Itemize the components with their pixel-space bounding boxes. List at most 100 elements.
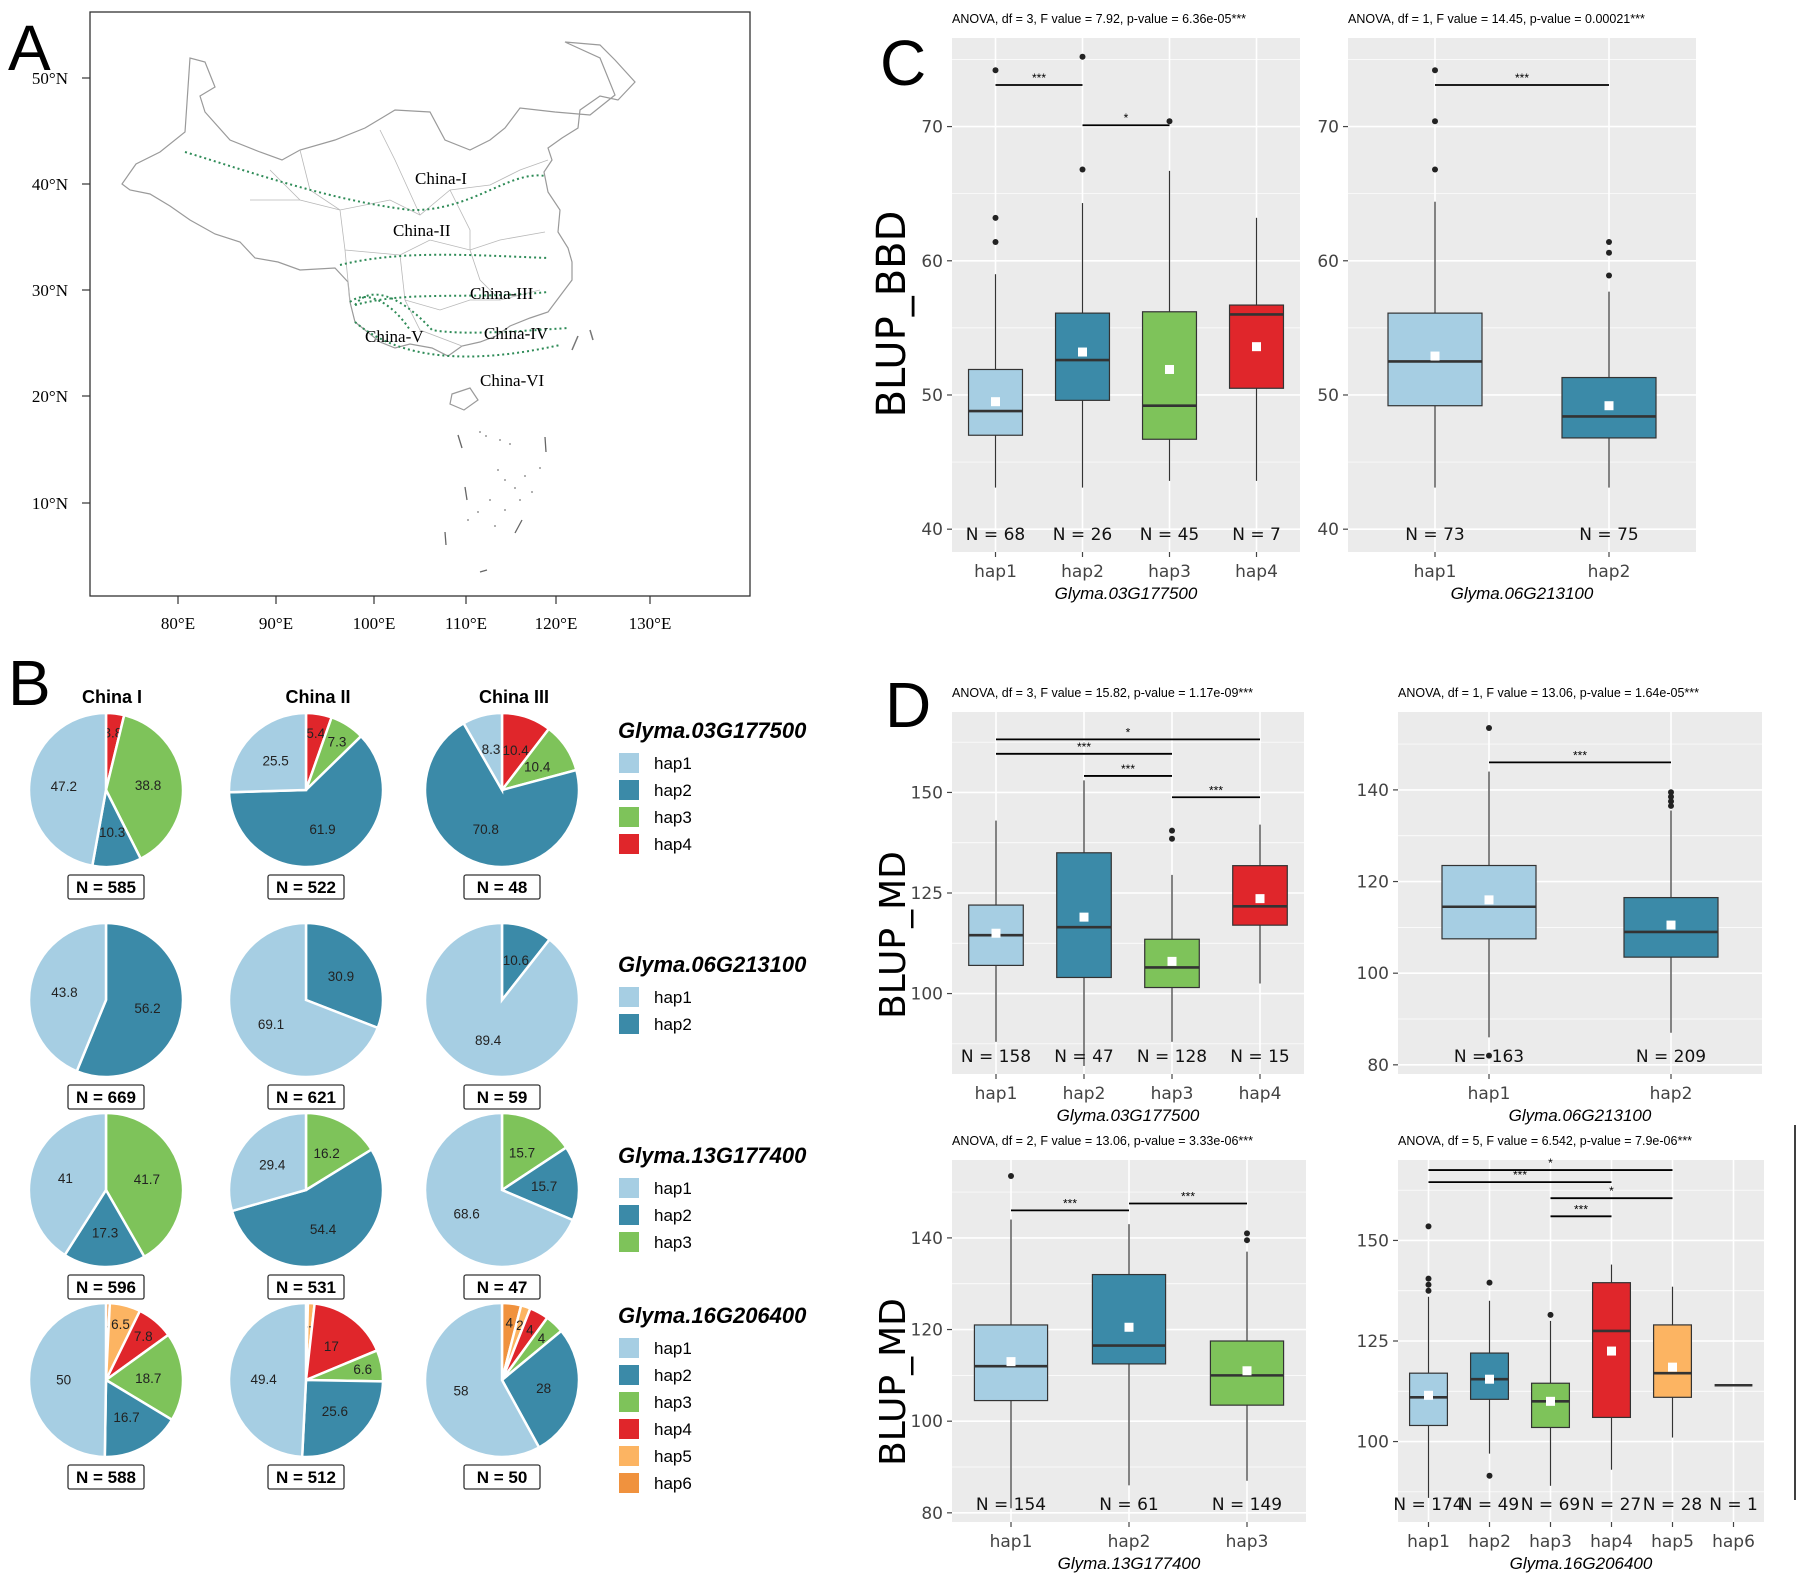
legend-key-hap2 [619, 1014, 639, 1034]
pie-slice-label: 50 [56, 1373, 71, 1388]
n-count-label: N = 49 [1460, 1495, 1519, 1515]
panel-letter-b: B [8, 647, 51, 719]
pie-n-box [67, 1274, 145, 1300]
box-mean-marker [1668, 1362, 1677, 1372]
significance-label: *** [1573, 748, 1587, 762]
legend-label: hap4 [654, 835, 692, 854]
pie-n-label: N = 59 [477, 1088, 528, 1107]
pie-slice-label: 30.9 [328, 969, 354, 984]
box-hap2 [1091, 1273, 1167, 1365]
lon-label: 90°E [259, 614, 293, 633]
pie-slice-hap1 [27, 921, 108, 1073]
panel-cd-boxplots: 40 50 60 70 N = 68 hap1 N = 26 hap2 N = 45 hap3 N … [869, 12, 1796, 1573]
legend-key-hap3 [619, 1392, 639, 1412]
pie-slice-hap1 [227, 711, 308, 794]
plot-background [1348, 38, 1696, 552]
pie-slice-hap4 [304, 1302, 379, 1382]
pie-slice-label: 10.6 [503, 953, 529, 968]
x-tick-label: hap3 [1151, 1084, 1194, 1104]
gene-legend-title: Glyma.13G177400 [618, 1143, 807, 1168]
anova-title: ANOVA, df = 3, F value = 15.82, p-value … [952, 686, 1253, 700]
legend-label: hap1 [654, 1179, 692, 1198]
box-hap5 [1652, 1324, 1693, 1398]
y-tick-label: 120 [1357, 873, 1389, 893]
pie-slice-label: 6.6 [353, 1362, 372, 1377]
box-hap3 [1530, 1382, 1571, 1429]
gene-legend-title: Glyma.06G213100 [618, 952, 807, 977]
pie-n-box [463, 1464, 541, 1490]
y-tick-label: 40 [921, 520, 943, 540]
significance-label: * [1548, 1156, 1553, 1170]
box-hap2 [1054, 312, 1111, 401]
pie-column-header: China I [82, 687, 142, 707]
pie-n-label: N = 669 [76, 1088, 136, 1107]
x-axis-gene-label: Glyma.03G177500 [1055, 584, 1198, 603]
lat-label: 20°N [32, 387, 68, 406]
n-count-label: N = 45 [1140, 525, 1199, 545]
n-count-label: N = 28 [1643, 1495, 1702, 1515]
legend-label: hap2 [654, 1206, 692, 1225]
box-outlier [1244, 1230, 1250, 1237]
panel-letter-c: C [880, 27, 926, 99]
y-tick-label: 80 [1367, 1056, 1389, 1076]
significance-label: *** [1515, 71, 1529, 85]
significance-label: *** [1077, 740, 1091, 754]
box-outlier [1432, 67, 1438, 74]
pie-slice-hap3 [103, 1333, 185, 1422]
lat-ticks [82, 77, 90, 504]
box-mean-marker [1242, 1366, 1252, 1376]
region-label: China-IV [484, 324, 549, 343]
pie-n-box [267, 874, 345, 900]
pie-n-label: N = 588 [76, 1468, 136, 1487]
n-count-label: N = 209 [1636, 1047, 1706, 1067]
pie-slice-label: 47.2 [51, 779, 77, 794]
x-tick-label: hap6 [1712, 1532, 1755, 1552]
box-mean-marker [991, 397, 1000, 407]
y-axis-label: BLUP_BBD [869, 211, 915, 418]
pie-slice-label: 2 [516, 1318, 524, 1333]
x-tick-label: hap3 [1226, 1532, 1269, 1552]
boxplot-2: 40 50 60 70 N = 73 hap1 N = 75 hap2 *** ANOVA, df… [1317, 12, 1696, 603]
pie-slice-label: 61.9 [309, 822, 335, 837]
pie-n-box [67, 1464, 145, 1490]
pie-slice-label: 41.7 [134, 1172, 160, 1187]
pie-n-box [67, 1084, 145, 1110]
region-label: China-V [365, 327, 424, 346]
significance-label: *** [1574, 1202, 1588, 1216]
province-lines [250, 129, 549, 347]
pie-slice-label: 17 [324, 1339, 339, 1354]
pie-slice-label: 89.4 [475, 1033, 502, 1048]
box-hap3 [1141, 311, 1198, 440]
n-count-label: N = 7 [1232, 525, 1281, 545]
box-outlier [1606, 238, 1612, 245]
y-tick-label: 40 [1317, 520, 1339, 540]
boxplot-5: 80 100 120 140 N = 154 hap1 N = 61 hap2 N = 149 h… [873, 1134, 1306, 1573]
n-count-label: N = 15 [1230, 1047, 1289, 1067]
legend-label: hap6 [654, 1474, 692, 1493]
pie-slice-label: 6.5 [111, 1317, 130, 1332]
pie-slice-hap2 [75, 921, 185, 1079]
pie-n-box [463, 1084, 541, 1110]
x-axis-gene-label: Glyma.03G177500 [1057, 1106, 1200, 1125]
pie-slice-hap2 [500, 1329, 581, 1450]
pie-n-label: N = 512 [276, 1468, 336, 1487]
box-outlier [1606, 249, 1612, 256]
legend-key-hap3 [619, 807, 639, 827]
x-tick-label: hap1 [990, 1532, 1033, 1552]
pie-n-label: N = 48 [477, 878, 528, 897]
box-outlier [1547, 1311, 1554, 1318]
legend-key-hap1 [619, 1178, 639, 1198]
n-count-label: N = 27 [1582, 1495, 1641, 1515]
x-tick-label: hap2 [1468, 1532, 1511, 1552]
y-tick-label: 60 [1317, 252, 1339, 272]
pie-n-box [267, 1274, 345, 1300]
x-tick-label: hap1 [1407, 1532, 1450, 1552]
y-tick-label: 140 [1357, 781, 1389, 801]
box-mean-marker [1252, 342, 1261, 352]
box-mean-marker [1484, 895, 1494, 905]
pie-slice-label: 10.4 [524, 759, 551, 774]
legend-key-hap4 [619, 834, 639, 854]
box-outlier [1079, 166, 1086, 173]
box-mean-marker [1424, 1390, 1433, 1400]
